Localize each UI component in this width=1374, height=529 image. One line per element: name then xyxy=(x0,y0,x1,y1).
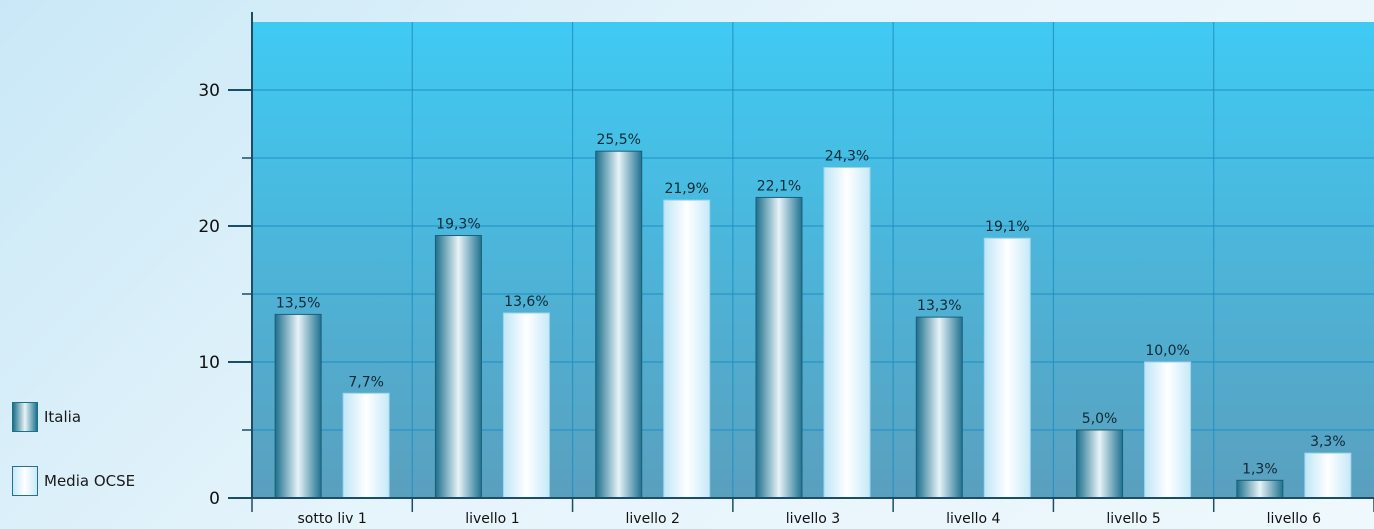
data-label: 13,3% xyxy=(917,298,961,314)
bar-italia xyxy=(915,316,963,499)
plot-area xyxy=(252,22,1374,498)
data-label: 13,5% xyxy=(276,295,320,311)
legend-item-media-ocse: Media OCSE xyxy=(12,466,135,496)
bars xyxy=(274,150,1352,499)
data-label: 5,0% xyxy=(1082,411,1118,427)
data-label: 10,0% xyxy=(1145,343,1189,359)
bar-italia xyxy=(434,235,482,499)
bar-italia xyxy=(595,150,643,499)
bar-media-ocse xyxy=(823,167,871,499)
bar-media-ocse xyxy=(1144,361,1192,499)
axes: 0 10 20 30 sotto liv 1 livello 1 livello 2 live… xyxy=(198,12,1374,527)
legend-label-media-ocse: Media OCSE xyxy=(44,472,136,490)
data-labels: 13,5% 19,3% 25,5% 22,1% 13,3% 5,0% 1,3% 7,7% 13,… xyxy=(276,132,1346,477)
data-label: 22,1% xyxy=(757,178,801,194)
data-label: 3,3% xyxy=(1310,434,1346,450)
bar-media-ocse xyxy=(342,392,390,499)
bar-media-ocse xyxy=(502,312,550,499)
data-label: 24,3% xyxy=(825,149,869,165)
legend-label-italia: Italia xyxy=(44,408,82,426)
x-tick-label: livello 3 xyxy=(786,511,840,527)
bar-media-ocse xyxy=(983,237,1031,499)
data-label: 21,9% xyxy=(664,181,708,197)
data-label: 19,1% xyxy=(985,219,1029,235)
data-label: 1,3% xyxy=(1242,461,1278,477)
x-tick-label: sotto liv 1 xyxy=(298,511,367,527)
y-tick-label: 30 xyxy=(198,81,220,101)
x-tick-label: livello 5 xyxy=(1106,511,1160,527)
bar-italia xyxy=(1076,429,1124,499)
x-tick-label: livello 4 xyxy=(946,511,1000,527)
y-tick-label: 10 xyxy=(198,353,220,373)
bar-italia xyxy=(755,196,803,499)
data-label: 19,3% xyxy=(436,217,480,233)
bar-media-ocse xyxy=(1304,452,1352,499)
x-tick-label: livello 2 xyxy=(626,511,680,527)
bar-media-ocse xyxy=(663,199,711,499)
y-tick-label: 0 xyxy=(209,489,220,509)
bar-italia xyxy=(274,313,322,499)
bar-italia xyxy=(1236,479,1284,499)
legend-swatch-italia xyxy=(12,402,38,432)
y-tick-label: 20 xyxy=(198,217,220,237)
x-tick-label: livello 6 xyxy=(1267,511,1321,527)
legend-item-italia: Italia xyxy=(12,402,81,432)
x-tick-label: livello 1 xyxy=(465,511,519,527)
data-label: 7,7% xyxy=(348,374,384,390)
data-label: 25,5% xyxy=(596,132,640,148)
data-label: 13,6% xyxy=(504,294,548,310)
legend-swatch-media-ocse xyxy=(12,466,38,496)
